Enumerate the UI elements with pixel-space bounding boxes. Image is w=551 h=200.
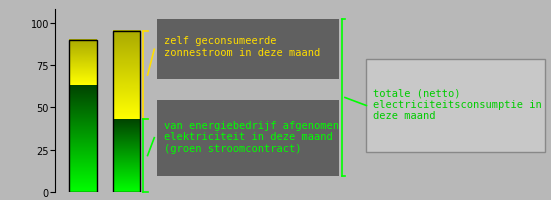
Text: zelf geconsumeerde
zonnestroom in deze maand: zelf geconsumeerde zonnestroom in deze m… xyxy=(164,36,320,58)
Text: totale (netto)
electriciteitsconsumptie in
deze maand: totale (netto) electriciteitsconsumptie … xyxy=(373,88,542,121)
Bar xyxy=(112,32,141,192)
Text: van energiebedrijf afgenomen
elektriciteit in deze maand
(groen stroomcontract): van energiebedrijf afgenomen elektricite… xyxy=(164,120,339,153)
Bar xyxy=(69,40,97,192)
